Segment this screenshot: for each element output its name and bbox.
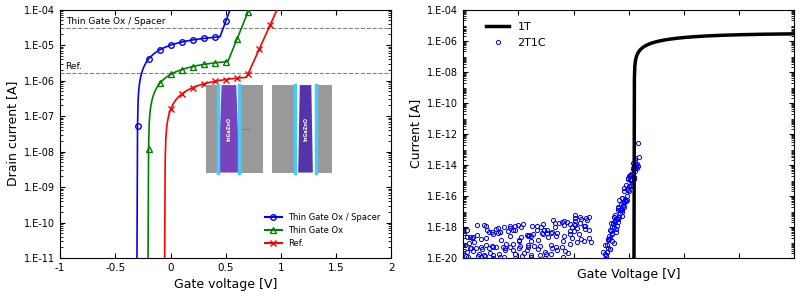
2T1C [590, 272, 599, 275]
Text: Ref.: Ref. [66, 62, 82, 71]
2T1C [610, 218, 620, 222]
2T1C [505, 245, 514, 249]
1T [458, 272, 468, 275]
2T1C [495, 255, 505, 259]
1T [478, 272, 488, 275]
1T [670, 37, 679, 40]
2T1C [614, 208, 623, 212]
Legend: Thin Gate Ox / Spacer, Thin Gate Ox, Ref.: Thin Gate Ox / Spacer, Thin Gate Ox, Ref… [262, 209, 384, 251]
Y-axis label: Current [A]: Current [A] [409, 99, 422, 168]
1T [790, 32, 799, 36]
Legend: 1T, 2T1C: 1T, 2T1C [482, 18, 550, 52]
Y-axis label: Drain current [A]: Drain current [A] [6, 81, 18, 187]
1T [710, 34, 719, 37]
2T1C [460, 244, 470, 247]
Line: 1T: 1T [463, 34, 794, 274]
1T [744, 33, 754, 36]
Line: 2T1C: 2T1C [461, 141, 641, 276]
2T1C [574, 272, 584, 275]
1T [659, 38, 669, 42]
X-axis label: Gate Voltage [V]: Gate Voltage [V] [577, 268, 681, 282]
2T1C [634, 141, 643, 145]
2T1C [618, 204, 628, 208]
Text: Thin Gate Ox / Spacer: Thin Gate Ox / Spacer [66, 17, 165, 26]
1T [650, 40, 660, 44]
X-axis label: Gate voltage [V]: Gate voltage [V] [174, 279, 278, 291]
